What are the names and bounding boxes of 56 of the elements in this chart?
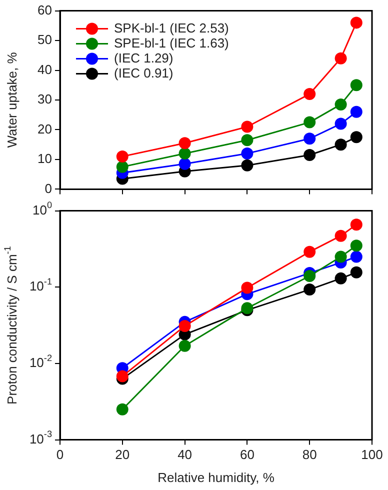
x-tick-label: 0 xyxy=(56,447,64,462)
point xyxy=(116,403,128,416)
legend-label: (IEC 1.29) xyxy=(114,50,174,66)
x-tick-label: 60 xyxy=(240,447,254,462)
point xyxy=(178,340,191,352)
point xyxy=(304,132,316,145)
point xyxy=(350,106,362,118)
x-tick-label: 80 xyxy=(302,447,317,462)
point xyxy=(116,150,128,162)
point xyxy=(304,149,316,162)
y-tick-label: 10 xyxy=(38,151,52,166)
y-axis-title: Proton conductivity / S cm-1 xyxy=(2,246,20,404)
point xyxy=(334,52,347,64)
point xyxy=(350,218,362,231)
point xyxy=(241,159,254,172)
point xyxy=(350,79,362,92)
y-tick-label: 20 xyxy=(38,121,52,136)
legend-label: SPE-bl-1 (IEC 1.63) xyxy=(114,35,229,50)
point xyxy=(334,118,347,130)
point xyxy=(116,160,128,173)
point xyxy=(350,131,362,144)
x-tick-label: 40 xyxy=(178,447,192,462)
point xyxy=(334,250,347,263)
y-axis-title: Water uptake, % xyxy=(4,52,20,148)
point xyxy=(304,284,316,296)
y-tick-label: 30 xyxy=(38,92,52,107)
point xyxy=(334,230,347,242)
y-tick-label: 40 xyxy=(38,62,52,77)
point xyxy=(241,282,254,294)
x-axis-title: Relative humidity, % xyxy=(158,470,275,485)
point xyxy=(241,120,254,133)
point xyxy=(350,266,362,278)
point xyxy=(304,88,316,100)
point xyxy=(178,148,191,160)
point xyxy=(178,137,191,150)
point xyxy=(350,250,362,263)
y-tick-label: 0 xyxy=(44,180,52,196)
y-tick-label: 60 xyxy=(38,2,52,18)
point xyxy=(304,116,316,128)
point xyxy=(350,16,362,29)
point xyxy=(304,270,316,282)
point xyxy=(304,246,316,258)
point xyxy=(350,240,362,252)
point xyxy=(334,272,347,284)
point xyxy=(241,134,254,146)
point xyxy=(334,98,347,110)
point xyxy=(241,148,254,160)
point xyxy=(178,158,191,170)
point xyxy=(116,370,128,382)
point xyxy=(334,138,347,151)
legend-label: SPK-bl-1 (IEC 2.53) xyxy=(114,20,229,36)
x-tick-label: 100 xyxy=(361,447,383,462)
legend-label: (IEC 0.91) xyxy=(114,65,174,80)
y-tick-label: 50 xyxy=(38,32,52,48)
point xyxy=(178,320,191,332)
x-tick-label: 20 xyxy=(115,447,130,462)
